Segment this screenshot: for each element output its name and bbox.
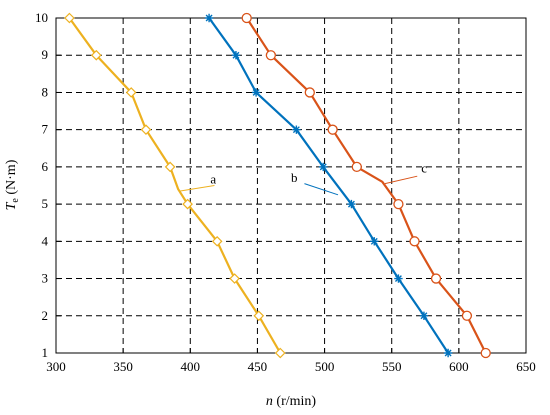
- y-tick-label: 5: [42, 196, 49, 211]
- x-tick-label: 500: [315, 359, 335, 374]
- series-a: [64, 12, 286, 359]
- data-point: [253, 310, 265, 322]
- x-tick-label: 550: [382, 359, 402, 374]
- data-point: [182, 198, 193, 210]
- data-point: [430, 273, 442, 284]
- x-tick-label: 300: [46, 359, 66, 374]
- data-point: [274, 347, 286, 359]
- data-point: [319, 162, 328, 172]
- series-b: [204, 13, 453, 358]
- x-tick-label: 650: [516, 359, 536, 374]
- series-line-b: [208, 17, 450, 354]
- data-point: [480, 347, 491, 359]
- annotation-label-b: b: [291, 170, 298, 185]
- series-c: [241, 12, 491, 359]
- series-group: [64, 12, 491, 359]
- y-tick-label: 2: [42, 308, 49, 323]
- data-point: [292, 125, 301, 134]
- data-point: [90, 49, 102, 61]
- x-tick-label: 600: [449, 359, 469, 374]
- data-point: [443, 348, 453, 358]
- data-point: [140, 124, 152, 136]
- axis-ticks: 300 350 400 450 500 550 600 650 1 2 3 4 5 6 7 8 9 10: [35, 10, 536, 374]
- data-point: [394, 274, 403, 283]
- data-point: [265, 50, 277, 61]
- annotation-label-c: c: [421, 160, 427, 175]
- x-tick-label: 400: [181, 359, 201, 374]
- x-axis-title: n (r/min): [266, 394, 316, 409]
- data-point: [64, 12, 75, 24]
- y-tick-label: 10: [35, 10, 48, 25]
- y-tick-label: 9: [42, 47, 49, 62]
- data-point: [370, 237, 379, 246]
- annotation-pointer-c: [384, 175, 418, 185]
- annotation-pointer-a: [179, 185, 215, 192]
- data-point: [211, 235, 223, 247]
- x-tick-label: 450: [248, 359, 268, 374]
- y-tick-label: 3: [42, 271, 49, 286]
- annotation-pointer-b: [304, 183, 339, 196]
- data-point: [461, 310, 473, 321]
- data-point: [125, 87, 137, 98]
- plot-frame: [55, 17, 527, 354]
- data-point: [347, 199, 356, 209]
- series-line-c: [245, 17, 487, 354]
- y-axis-title: Te (N·m): [4, 159, 21, 210]
- data-point: [393, 198, 404, 210]
- data-point: [229, 273, 240, 284]
- data-point: [351, 161, 362, 173]
- series-line-a: [68, 17, 282, 354]
- data-point: [409, 236, 420, 247]
- data-point: [251, 88, 261, 97]
- data-point: [241, 12, 252, 24]
- y-tick-label: 1: [42, 345, 49, 360]
- y-tick-label: 6: [42, 159, 49, 174]
- y-tick-label: 7: [42, 122, 49, 137]
- data-point: [231, 51, 241, 60]
- data-point: [327, 124, 338, 135]
- annotation-label-a: a: [210, 172, 216, 187]
- data-point: [164, 161, 176, 173]
- data-point: [204, 13, 214, 23]
- y-tick-label: 8: [42, 84, 49, 99]
- data-point: [419, 311, 429, 320]
- series-annotations: a b c: [179, 160, 427, 196]
- grid-lines: [56, 18, 526, 353]
- x-tick-label: 350: [113, 359, 133, 374]
- data-point: [304, 87, 315, 98]
- y-tick-label: 4: [42, 233, 49, 248]
